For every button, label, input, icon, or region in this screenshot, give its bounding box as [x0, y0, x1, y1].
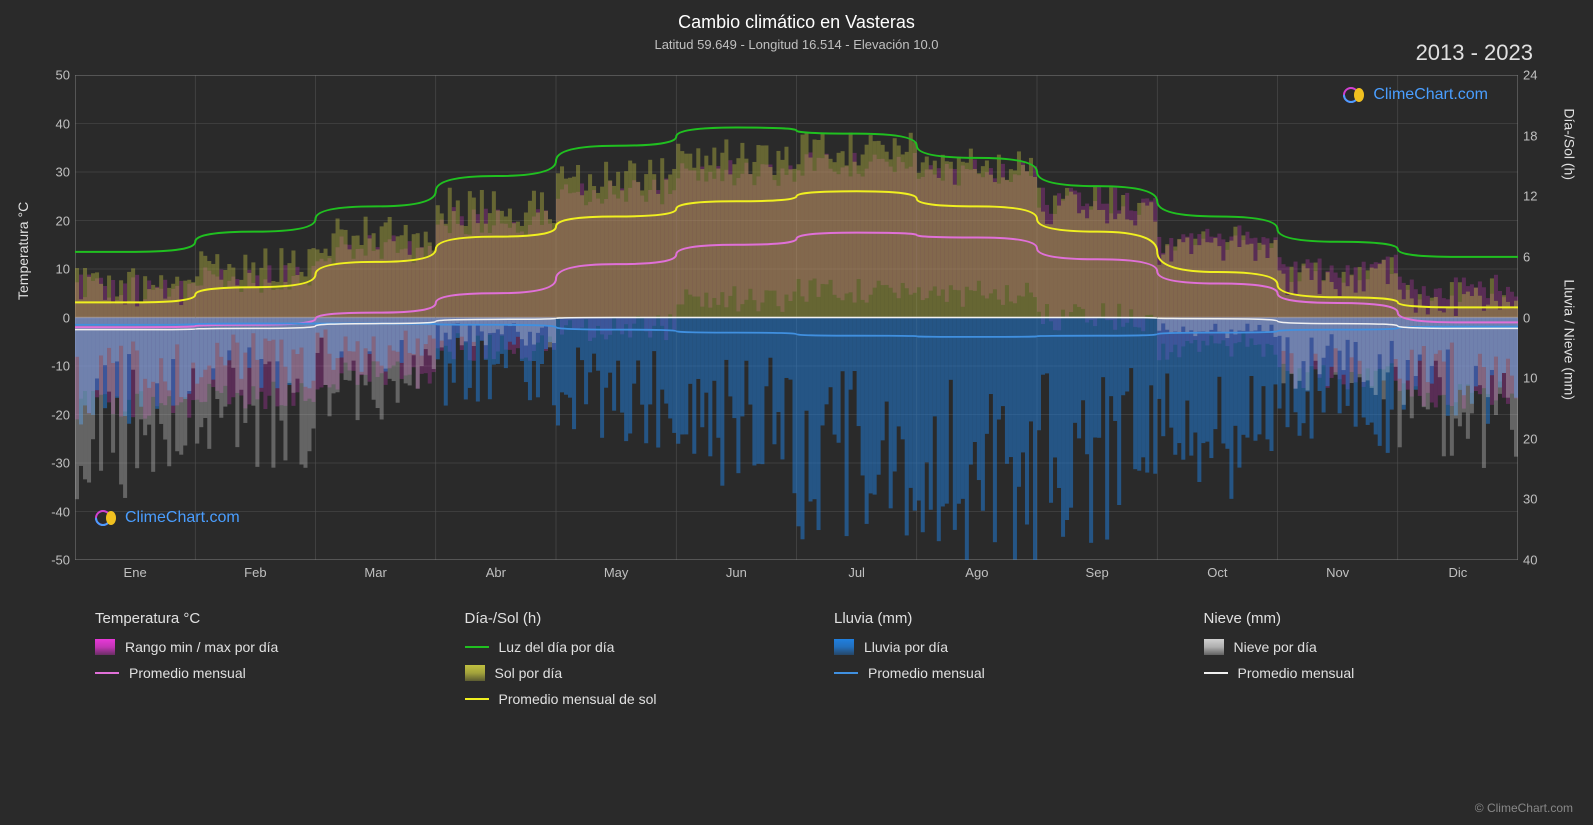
y-tick-left: -50: [51, 553, 70, 568]
y-ticks-left: -50-40-30-20-1001020304050: [40, 75, 70, 560]
legend-item: Nieve por día: [1204, 639, 1534, 655]
legend-label: Lluvia por día: [864, 639, 948, 655]
logo-top: ClimeChart.com: [1343, 83, 1488, 107]
logo-icon: [1343, 83, 1367, 107]
y-tick-left: 50: [56, 68, 70, 83]
legend-swatch: [834, 672, 858, 674]
y-tick-right: 30: [1523, 492, 1537, 507]
x-tick: Oct: [1207, 565, 1227, 580]
x-tick: Feb: [244, 565, 266, 580]
legend-swatch: [465, 646, 489, 648]
y-tick-right: 12: [1523, 189, 1537, 204]
legend-item: Promedio mensual: [95, 665, 425, 681]
legend-header: Día-/Sol (h): [465, 610, 795, 627]
x-tick: May: [604, 565, 629, 580]
year-range: 2013 - 2023: [1416, 40, 1533, 66]
y-tick-right: 24: [1523, 68, 1537, 83]
legend-swatch: [834, 639, 854, 655]
legend-item: Promedio mensual: [1204, 665, 1534, 681]
legend-item: Promedio mensual de sol: [465, 691, 795, 707]
y-tick-right: 10: [1523, 371, 1537, 386]
legend-label: Promedio mensual: [868, 665, 985, 681]
y-axis-left-label: Temperatura °C: [15, 202, 31, 300]
x-tick: Nov: [1326, 565, 1349, 580]
y-axis-right-top-label: Día-/Sol (h): [1562, 108, 1578, 180]
legend-rain: Lluvia (mm) Lluvia por día Promedio mensu…: [834, 610, 1164, 717]
legend-swatch: [1204, 639, 1224, 655]
y-tick-left: -40: [51, 504, 70, 519]
legend-label: Luz del día por día: [499, 639, 615, 655]
y-tick-left: 10: [56, 262, 70, 277]
chart-title: Cambio climático en Vasteras: [0, 0, 1593, 33]
legend-swatch: [465, 665, 485, 681]
x-tick: Sep: [1086, 565, 1109, 580]
y-tick-left: 30: [56, 165, 70, 180]
legend-snow: Nieve (mm) Nieve por día Promedio mensual: [1204, 610, 1534, 717]
legend-label: Promedio mensual: [129, 665, 246, 681]
legend-label: Sol por día: [495, 665, 563, 681]
y-tick-left: 20: [56, 213, 70, 228]
x-ticks: Ene Feb Mar Abr May Jun Jul Ago Sep Oct Nov Dic: [75, 565, 1518, 585]
legend-daysol: Día-/Sol (h) Luz del día por día Sol por …: [465, 610, 795, 717]
legend-header: Temperatura °C: [95, 610, 425, 627]
logo-bottom: ClimeChart.com: [95, 506, 240, 530]
y-tick-right: 6: [1523, 249, 1530, 264]
x-tick: Jul: [848, 565, 865, 580]
legend-temp: Temperatura °C Rango min / max por día Pr…: [95, 610, 425, 717]
logo-text: ClimeChart.com: [125, 509, 240, 527]
legend-item: Luz del día por día: [465, 639, 795, 655]
x-tick: Dic: [1448, 565, 1467, 580]
chart-subtitle: Latitud 59.649 - Longitud 16.514 - Eleva…: [0, 33, 1593, 52]
plot-area: ClimeChart.com ClimeChart.com: [75, 75, 1518, 560]
legend-swatch: [95, 639, 115, 655]
x-tick: Mar: [364, 565, 386, 580]
chart-svg: [75, 75, 1518, 560]
x-tick: Jun: [726, 565, 747, 580]
legend-item: Rango min / max por día: [95, 639, 425, 655]
legend: Temperatura °C Rango min / max por día Pr…: [95, 610, 1533, 717]
logo-text: ClimeChart.com: [1373, 86, 1488, 104]
legend-item: Promedio mensual: [834, 665, 1164, 681]
y-tick-left: -10: [51, 359, 70, 374]
y-tick-right: 0: [1523, 310, 1530, 325]
y-tick-left: -30: [51, 456, 70, 471]
y-tick-left: 0: [63, 310, 70, 325]
legend-label: Promedio mensual de sol: [499, 691, 657, 707]
x-tick: Ago: [965, 565, 988, 580]
logo-icon: [95, 506, 119, 530]
climate-chart: Cambio climático en Vasteras Latitud 59.…: [0, 0, 1593, 825]
y-tick-right: 40: [1523, 553, 1537, 568]
legend-swatch: [95, 672, 119, 674]
legend-swatch: [1204, 672, 1228, 674]
y-tick-left: 40: [56, 116, 70, 131]
y-axis-right-bottom-label: Lluvia / Nieve (mm): [1562, 279, 1578, 400]
y-ticks-right: 0612182410203040: [1523, 75, 1553, 560]
copyright: © ClimeChart.com: [1475, 801, 1573, 815]
legend-label: Rango min / max por día: [125, 639, 278, 655]
legend-swatch: [465, 698, 489, 700]
legend-label: Nieve por día: [1234, 639, 1317, 655]
legend-header: Nieve (mm): [1204, 610, 1534, 627]
y-tick-left: -20: [51, 407, 70, 422]
y-tick-right: 18: [1523, 128, 1537, 143]
legend-label: Promedio mensual: [1238, 665, 1355, 681]
legend-header: Lluvia (mm): [834, 610, 1164, 627]
x-tick: Abr: [486, 565, 506, 580]
y-tick-right: 20: [1523, 431, 1537, 446]
legend-item: Sol por día: [465, 665, 795, 681]
legend-item: Lluvia por día: [834, 639, 1164, 655]
x-tick: Ene: [124, 565, 147, 580]
